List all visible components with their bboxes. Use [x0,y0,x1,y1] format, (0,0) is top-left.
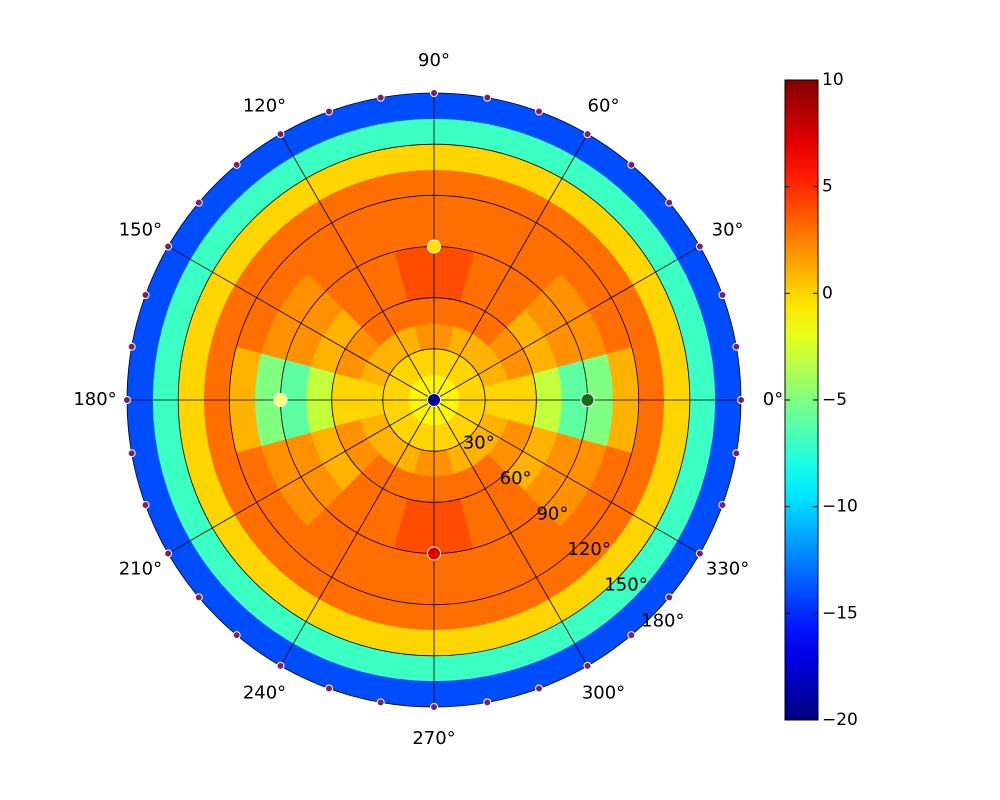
colorbar-tick-label: 5 [822,177,833,197]
marker [123,396,131,404]
colorbar-bar [784,79,819,721]
r-tick-label: 180° [641,610,684,631]
marker [732,449,741,458]
marker [127,449,136,458]
marker [127,342,136,351]
marker [276,661,285,670]
grid-spoke [433,399,588,667]
heatmap [127,93,741,707]
marker [718,501,727,510]
marker [324,107,333,116]
marker [194,593,203,602]
colorbar-tick-label: −10 [822,497,858,517]
grid-spoke [167,399,435,554]
theta-tick-label: 300° [582,683,625,704]
marker [141,501,150,510]
marker [665,593,674,602]
marker [141,290,150,299]
marker [427,393,441,407]
theta-tick-label: 0° [763,389,783,410]
marker [695,242,704,251]
labels: 30°60°90°120°150°180°0°30°60°90°120°150°… [73,50,783,749]
marker [583,130,592,139]
theta-tick-label: 150° [119,220,162,241]
colorbar: −20 −15 −10 −5 0 5 10 [784,70,858,730]
grid-spoke [280,399,435,667]
colorbar-tick-label: 10 [822,70,844,90]
theta-tick-label: 30° [712,220,744,241]
marker [535,684,544,693]
markers [123,89,745,711]
marker [430,89,438,97]
marker [427,546,441,561]
marker [627,631,636,640]
marker [483,93,492,102]
grid-spoke [433,133,588,401]
marker [627,160,636,169]
grid-spoke [167,246,435,401]
theta-tick-label: 210° [119,559,162,580]
marker [695,549,704,558]
marker [483,698,492,707]
marker [273,393,288,407]
theta-tick-label: 90° [418,50,450,71]
theta-tick-label: 60° [588,95,620,116]
marker [535,107,544,116]
marker [232,631,241,640]
marker [276,130,285,139]
marker [580,393,595,407]
marker [718,290,727,299]
marker [164,242,173,251]
colorbar-tick-label: −5 [822,390,847,410]
r-tick-label: 60° [500,468,532,489]
r-tick-label: 30° [463,433,495,454]
marker [324,684,333,693]
marker [376,93,385,102]
theta-tick-label: 180° [73,389,116,410]
marker [164,549,173,558]
grid-spoke [433,399,701,554]
marker [732,342,741,351]
r-tick-label: 150° [604,575,647,596]
theta-tick-label: 240° [243,683,286,704]
marker [737,396,745,404]
grid-spoke [433,246,701,401]
theta-tick-label: 330° [706,559,749,580]
marker [430,703,438,711]
grid-spoke [280,133,435,401]
colorbar-tick-label: −15 [822,603,858,623]
theta-tick-label: 120° [243,95,286,116]
colorbar-tick-label: −20 [822,710,858,730]
colorbar-tick-label: 0 [822,283,833,303]
theta-tick-label: 270° [412,728,455,749]
marker [665,198,674,207]
r-tick-label: 90° [536,504,568,525]
r-tick-label: 120° [568,539,611,560]
marker [194,198,203,207]
marker [232,160,241,169]
marker [427,239,441,254]
marker [583,661,592,670]
marker [376,698,385,707]
